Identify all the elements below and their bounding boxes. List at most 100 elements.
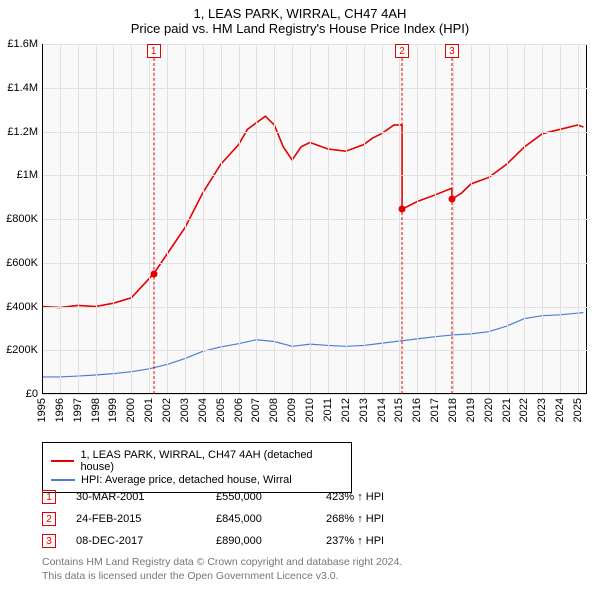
- gridline-vertical: [542, 44, 543, 394]
- gridline-vertical: [560, 44, 561, 394]
- gridline-vertical: [310, 44, 311, 394]
- x-tick-label: 1999: [107, 398, 119, 422]
- x-tick-label: 2021: [501, 398, 513, 422]
- y-tick-label: £800K: [6, 213, 38, 225]
- x-tick-label: 2001: [143, 398, 155, 422]
- gridline-vertical: [364, 44, 365, 394]
- x-tick-label: 2017: [429, 398, 441, 422]
- transaction-row: 1 30-MAR-2001£550,000423% ↑ HPI: [42, 486, 384, 508]
- gridline-vertical: [489, 44, 490, 394]
- y-tick-label: £400K: [6, 301, 38, 313]
- x-tick-label: 2018: [447, 398, 459, 422]
- marker-number-box: 2: [395, 44, 409, 58]
- gridline-vertical: [203, 44, 204, 394]
- x-tick-label: 2024: [554, 398, 566, 422]
- legend-label: HPI: Average price, detached house, Wirr…: [81, 474, 292, 486]
- legend-row: 1, LEAS PARK, WIRRAL, CH47 4AH (detached…: [51, 449, 343, 473]
- legend-row: HPI: Average price, detached house, Wirr…: [51, 474, 343, 486]
- transaction-row: 3 08-DEC-2017£890,000237% ↑ HPI: [42, 530, 384, 552]
- gridline-vertical: [382, 44, 383, 394]
- gridline-horizontal: [42, 307, 587, 308]
- x-tick-label: 1996: [54, 398, 66, 422]
- transaction-date: 24-FEB-2015: [76, 513, 216, 525]
- gridline-vertical: [256, 44, 257, 394]
- gridline-vertical: [274, 44, 275, 394]
- marker-dot: [448, 196, 455, 203]
- footer-line-1: Contains HM Land Registry data © Crown c…: [42, 556, 402, 570]
- x-tick-label: 2023: [536, 398, 548, 422]
- gridline-horizontal: [42, 175, 587, 176]
- footer-line-2: This data is licensed under the Open Gov…: [42, 570, 402, 584]
- transaction-date: 30-MAR-2001: [76, 491, 216, 503]
- x-tick-label: 2012: [340, 398, 352, 422]
- gridline-vertical: [524, 44, 525, 394]
- x-tick-label: 1995: [36, 398, 48, 422]
- footer-attribution: Contains HM Land Registry data © Crown c…: [42, 556, 402, 583]
- transaction-price: £845,000: [216, 513, 326, 525]
- gridline-vertical: [435, 44, 436, 394]
- legend-swatch: [51, 479, 75, 481]
- transaction-hpi: 237% ↑ HPI: [326, 535, 384, 547]
- transaction-date: 08-DEC-2017: [76, 535, 216, 547]
- x-tick-label: 2008: [268, 398, 280, 422]
- gridline-vertical: [239, 44, 240, 394]
- marker-dot: [399, 206, 406, 213]
- gridline-vertical: [131, 44, 132, 394]
- x-tick-label: 2013: [358, 398, 370, 422]
- page-root: 1, LEAS PARK, WIRRAL, CH47 4AH Price pai…: [0, 0, 600, 590]
- x-axis-line: [42, 393, 587, 394]
- transaction-hpi: 268% ↑ HPI: [326, 513, 384, 525]
- gridline-vertical: [221, 44, 222, 394]
- gridline-horizontal: [42, 394, 587, 395]
- series-price-line: [42, 116, 583, 307]
- title-block: 1, LEAS PARK, WIRRAL, CH47 4AH Price pai…: [0, 0, 600, 40]
- x-tick-label: 2004: [197, 398, 209, 422]
- x-tick-label: 2007: [250, 398, 262, 422]
- title-address: 1, LEAS PARK, WIRRAL, CH47 4AH: [0, 6, 600, 21]
- gridline-vertical: [417, 44, 418, 394]
- y-tick-label: £200K: [6, 344, 38, 356]
- gridline-vertical: [60, 44, 61, 394]
- transaction-price: £550,000: [216, 491, 326, 503]
- gridline-horizontal: [42, 263, 587, 264]
- legend-label: 1, LEAS PARK, WIRRAL, CH47 4AH (detached…: [80, 449, 343, 473]
- x-tick-label: 2005: [215, 398, 227, 422]
- x-tick-label: 2025: [572, 398, 584, 422]
- gridline-horizontal: [42, 44, 587, 45]
- legend-swatch: [51, 460, 74, 462]
- gridline-horizontal: [42, 88, 587, 89]
- transaction-hpi: 423% ↑ HPI: [326, 491, 384, 503]
- chart-area: £0£200K£400K£600K£800K£1M£1.2M£1.4M£1.6M…: [42, 44, 587, 394]
- gridline-vertical: [346, 44, 347, 394]
- x-tick-label: 2020: [483, 398, 495, 422]
- y-tick-label: £1M: [17, 169, 38, 181]
- transaction-price: £890,000: [216, 535, 326, 547]
- gridline-vertical: [399, 44, 400, 394]
- gridline-vertical: [471, 44, 472, 394]
- x-tick-label: 2019: [465, 398, 477, 422]
- gridline-vertical: [96, 44, 97, 394]
- gridline-vertical: [578, 44, 579, 394]
- gridline-vertical: [167, 44, 168, 394]
- transaction-number-box: 3: [42, 534, 56, 548]
- x-tick-label: 2000: [125, 398, 137, 422]
- gridline-vertical: [292, 44, 293, 394]
- gridline-vertical: [78, 44, 79, 394]
- gridline-vertical: [185, 44, 186, 394]
- marker-dashed-line: [451, 58, 452, 394]
- gridline-vertical: [507, 44, 508, 394]
- x-tick-label: 1997: [72, 398, 84, 422]
- x-tick-label: 2002: [161, 398, 173, 422]
- gridline-vertical: [149, 44, 150, 394]
- x-tick-label: 2015: [393, 398, 405, 422]
- marker-dashed-line: [153, 58, 154, 394]
- series-hpi-line: [42, 313, 583, 377]
- marker-number-box: 1: [147, 44, 161, 58]
- x-tick-label: 2016: [411, 398, 423, 422]
- x-tick-label: 2003: [179, 398, 191, 422]
- gridline-horizontal: [42, 219, 587, 220]
- x-tick-label: 2014: [376, 398, 388, 422]
- gridline-horizontal: [42, 350, 587, 351]
- marker-number-box: 3: [445, 44, 459, 58]
- transaction-number-box: 1: [42, 490, 56, 504]
